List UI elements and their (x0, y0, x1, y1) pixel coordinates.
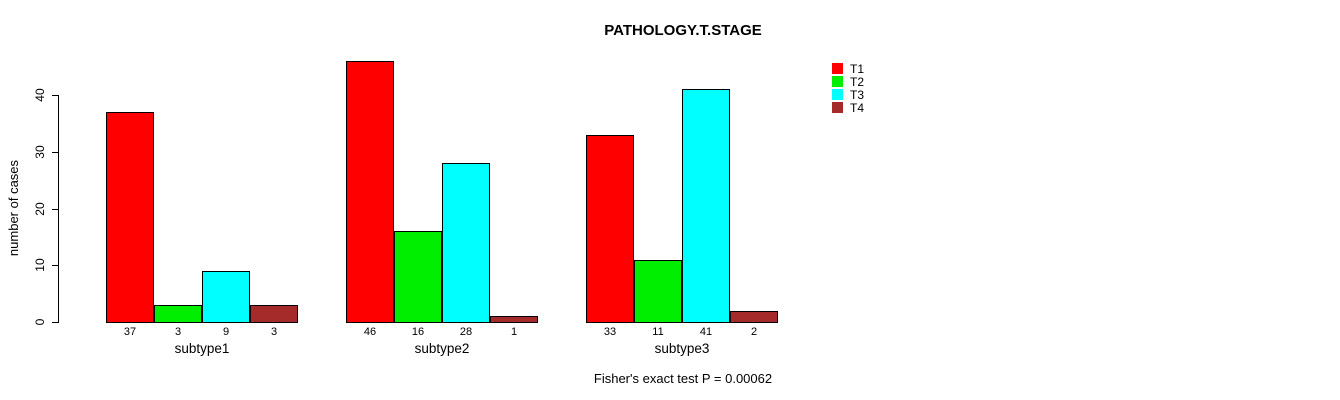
y-axis-tick (52, 209, 58, 210)
y-tick-label: 0 (33, 318, 47, 326)
y-tick-label: 20 (33, 202, 47, 216)
bar-T3-subtype2 (442, 163, 490, 323)
y-tick-label: 10 (33, 258, 47, 272)
bar-T4-subtype1 (250, 305, 298, 323)
y-axis-tick (52, 95, 58, 96)
y-axis-tick (52, 265, 58, 266)
bar-value-label: 11 (652, 326, 664, 338)
bar-value-label: 46 (363, 326, 377, 338)
y-tick-label: 30 (33, 145, 47, 159)
bar-value-label: 1 (510, 326, 518, 338)
bar-T1-subtype2 (346, 61, 394, 323)
legend-row-T2: T2 (832, 75, 864, 88)
bar-value-label: 9 (222, 326, 230, 338)
bar-T4-subtype3 (730, 311, 778, 323)
category-label-subtype3: subtype3 (654, 341, 710, 356)
bar-value-label: 33 (603, 326, 617, 338)
bar-T1-subtype3 (586, 135, 634, 323)
bar-value-label: 28 (459, 326, 473, 338)
bar-value-label: 2 (750, 326, 758, 338)
legend-label-T3: T3 (850, 87, 865, 102)
bar-value-label: 16 (411, 326, 425, 338)
bar-T4-subtype2 (490, 316, 538, 323)
bar-value-label: 3 (270, 326, 278, 338)
y-axis-label: number of cases (6, 159, 21, 257)
legend-swatch-T1 (832, 63, 843, 74)
bar-T3-subtype1 (202, 271, 250, 323)
legend-row-T1: T1 (832, 62, 864, 75)
legend-label-T4: T4 (850, 100, 865, 115)
legend-row-T4: T4 (832, 101, 864, 114)
bar-T2-subtype1 (154, 305, 202, 323)
legend-row-T3: T3 (832, 88, 864, 101)
bar-T2-subtype2 (394, 231, 442, 323)
bar-T1-subtype1 (106, 112, 154, 323)
legend-swatch-T2 (832, 76, 843, 87)
category-label-subtype1: subtype1 (174, 341, 230, 356)
bar-value-label: 37 (123, 326, 137, 338)
y-axis-line (58, 95, 59, 323)
bar-T3-subtype3 (682, 89, 730, 323)
bar-value-label: 3 (174, 326, 182, 338)
bar-value-label: 41 (699, 326, 713, 338)
y-axis-tick (52, 322, 58, 323)
y-axis-tick (52, 152, 58, 153)
legend-label-T2: T2 (850, 74, 865, 89)
y-tick-label: 40 (33, 88, 47, 102)
category-label-subtype2: subtype2 (414, 341, 470, 356)
annotation-text: Fisher's exact test P = 0.00062 (593, 371, 773, 386)
legend: T1 T2 T3 T4 (832, 62, 864, 114)
legend-swatch-T4 (832, 102, 843, 113)
legend-label-T1: T1 (850, 61, 865, 76)
legend-swatch-T3 (832, 89, 843, 100)
chart-title: PATHOLOGY.T.STAGE (604, 22, 762, 39)
bar-T2-subtype3 (634, 260, 682, 323)
